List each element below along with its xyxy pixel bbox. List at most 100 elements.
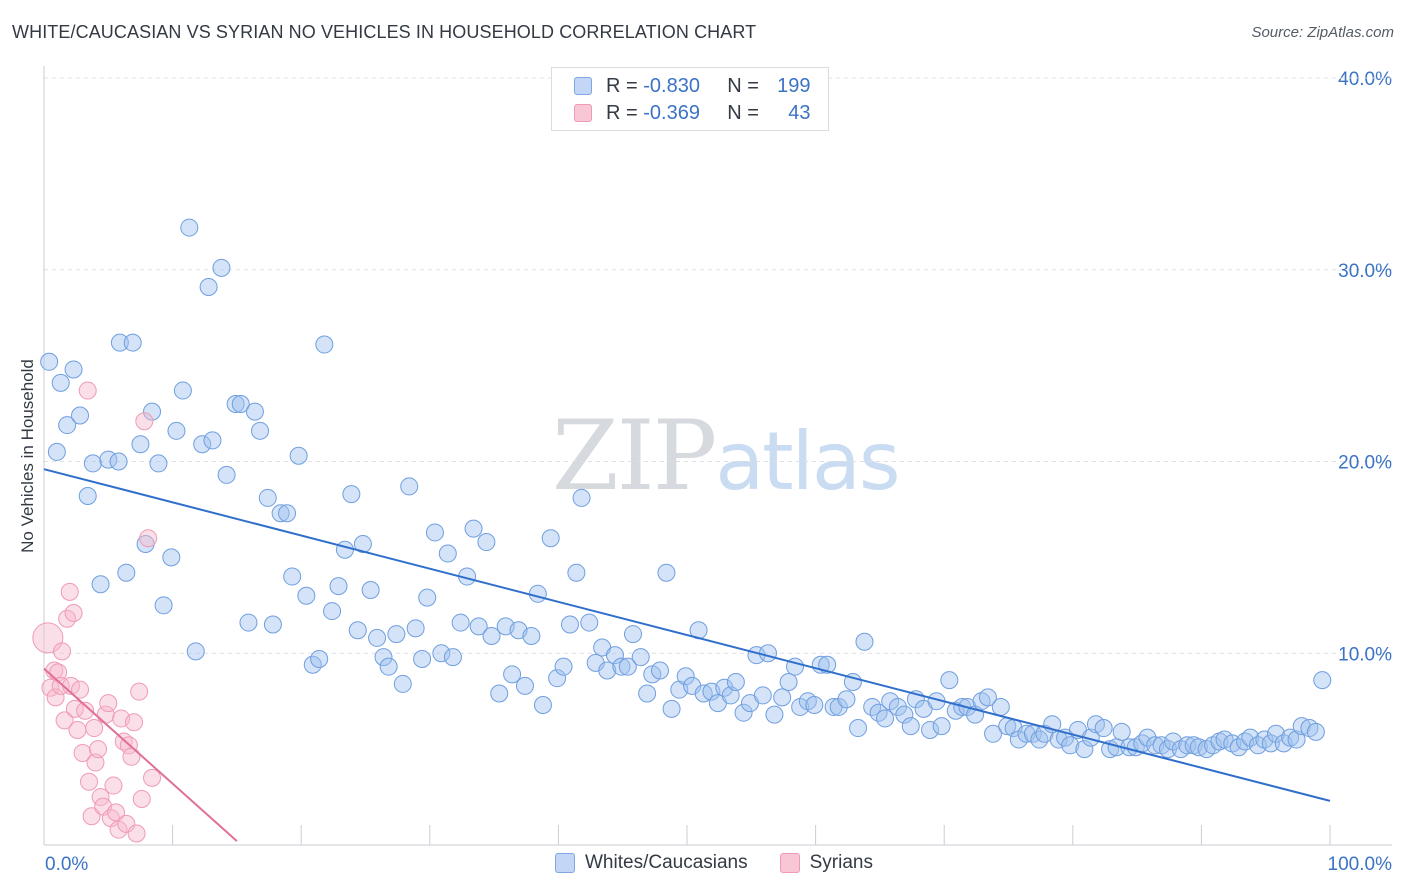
point-whites [940, 671, 959, 690]
point-whites [837, 690, 856, 709]
point-whites [662, 699, 681, 718]
point-whites [1261, 734, 1280, 753]
trendline-syrians [43, 667, 238, 842]
point-whites [623, 625, 642, 644]
point-whites [715, 678, 734, 697]
legend-swatch-whites [555, 853, 575, 873]
point-whites [818, 655, 837, 674]
point-whites [361, 580, 380, 599]
point-whites [47, 442, 66, 461]
point-whites [149, 454, 168, 473]
point-whites [618, 657, 637, 676]
point-syrians [89, 740, 108, 759]
legend-r-value: -0.369 [643, 101, 700, 124]
point-whites [217, 465, 236, 484]
x-tick-label: 0.0% [45, 854, 88, 875]
point-whites [78, 487, 97, 506]
point-whites [490, 684, 509, 703]
point-whites [694, 684, 713, 703]
legend-n-value: 43 [788, 101, 811, 124]
point-whites [289, 446, 308, 465]
point-syrians [130, 682, 149, 701]
point-whites [1281, 728, 1300, 747]
point-whites [239, 613, 258, 632]
point-whites [64, 360, 83, 379]
stats-legend: R = -0.830 N = 199 R = -0.369 N = 43 [551, 67, 829, 131]
point-syrians [99, 694, 118, 713]
point-whites [71, 406, 90, 425]
point-whites [199, 278, 218, 297]
point-whites [451, 613, 470, 632]
point-whites [387, 625, 406, 644]
point-whites [1287, 730, 1306, 749]
point-syrians [76, 701, 95, 720]
point-whites [245, 402, 264, 421]
point-whites [1030, 730, 1049, 749]
point-whites [657, 563, 676, 582]
x-tick-label: 100.0% [1328, 854, 1393, 875]
point-whites [263, 615, 282, 634]
point-whites [40, 352, 59, 371]
point-whites [1178, 736, 1197, 755]
point-whites [541, 529, 560, 548]
point-syrians [86, 753, 105, 772]
point-whites [231, 394, 250, 413]
source-label: Source: ZipAtlas.com [1251, 24, 1394, 41]
point-whites [193, 435, 212, 454]
trendline-whites [43, 468, 1331, 802]
point-syrians [46, 688, 65, 707]
point-whites [978, 688, 997, 707]
point-whites [726, 673, 745, 692]
point-syrians [104, 776, 123, 795]
legend-label-syrians: Syrians [809, 852, 873, 873]
point-syrians [51, 676, 70, 695]
point-syrians [85, 719, 104, 738]
point-whites [522, 626, 541, 645]
point-whites [1112, 722, 1131, 741]
point-whites [393, 674, 412, 693]
point-syrians [122, 747, 141, 766]
point-whites [418, 588, 437, 607]
point-whites [676, 667, 695, 686]
point-whites [515, 676, 534, 695]
point-whites [721, 686, 740, 705]
point-whites [888, 697, 907, 716]
point-whites [895, 705, 914, 724]
point-whites [212, 258, 231, 277]
point-whites [186, 642, 205, 661]
legend-r-value: -0.830 [643, 74, 700, 97]
legend-n-value: 199 [777, 74, 811, 97]
point-whites [271, 504, 290, 523]
point-whites [598, 661, 617, 680]
point-whites [829, 697, 848, 716]
point-whites [1306, 722, 1325, 741]
point-whites [1189, 738, 1208, 757]
point-whites [901, 717, 920, 736]
point-whites [1313, 671, 1332, 690]
point-whites [779, 673, 798, 692]
point-syrians [143, 768, 162, 787]
point-whites [1241, 728, 1260, 747]
point-whites [572, 488, 591, 507]
point-whites [991, 697, 1010, 716]
point-whites [554, 657, 573, 676]
legend-n-label: N = [727, 101, 759, 124]
point-whites [734, 703, 753, 722]
point-whites [464, 519, 483, 538]
point-whites [297, 586, 316, 605]
point-whites [123, 333, 142, 352]
legend-row-syrians: R = -0.369 N = 43 [574, 100, 811, 126]
point-whites [443, 648, 462, 667]
point-whites [400, 477, 419, 496]
point-whites [605, 646, 624, 665]
point-whites [921, 720, 940, 739]
legend-r-label: R = [606, 101, 638, 124]
point-whites [477, 533, 496, 552]
chart-title: WHITE/CAUCASIAN VS SYRIAN NO VEHICLES IN… [12, 22, 757, 42]
point-whites [612, 657, 631, 676]
series-legend: Whites/Caucasians Syrians [555, 852, 905, 874]
point-whites [533, 696, 552, 715]
y-tick-label: 40.0% [1338, 69, 1392, 90]
point-whites [759, 644, 778, 663]
